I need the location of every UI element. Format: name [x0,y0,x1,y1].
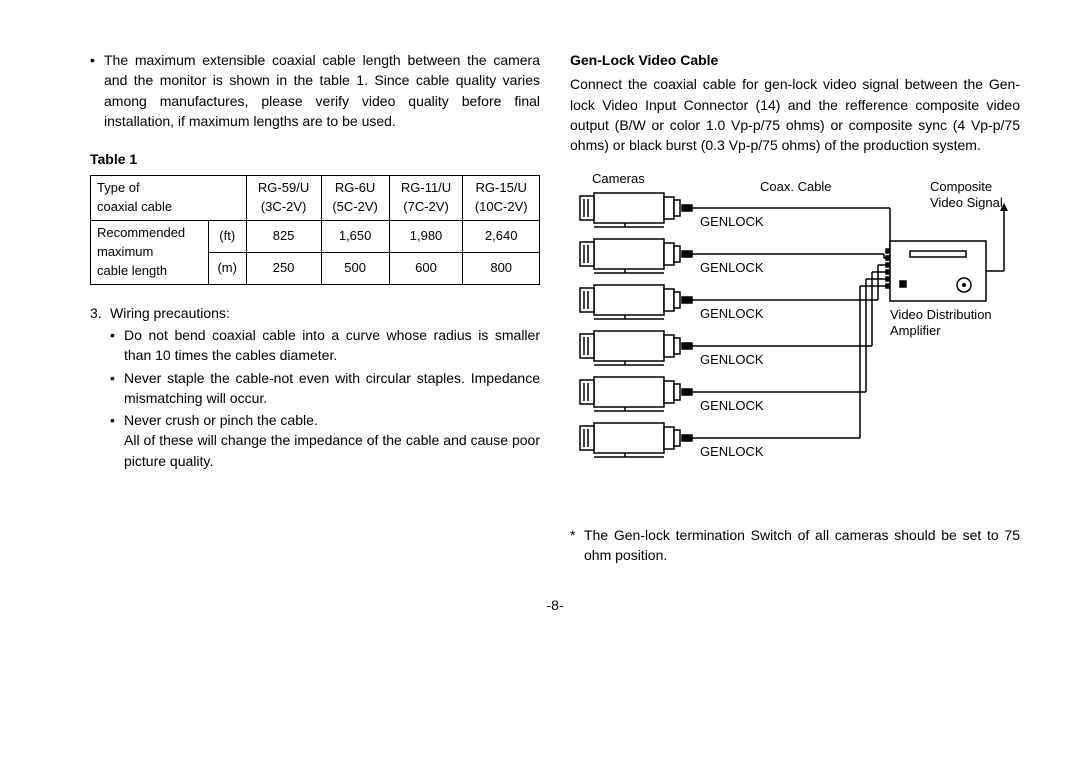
cable-table: Type of coaxial cableRG-59/U (3C-2V)RG-6… [90,175,540,284]
table-caption: Table 1 [90,149,540,169]
intro-text: The maximum extensible coaxial cable len… [104,50,540,131]
intro-bullet: • The maximum extensible coaxial cable l… [90,50,540,131]
table-cell: 600 [389,252,463,284]
table-cell: 500 [321,252,389,284]
svg-text:GENLOCK: GENLOCK [700,214,764,229]
svg-text:Video Signal: Video Signal [930,195,1003,210]
precaution-item: •Never crush or pinch the cable. All of … [110,410,540,471]
svg-text:GENLOCK: GENLOCK [700,398,764,413]
genlock-note: * The Gen-lock termination Switch of all… [570,525,1020,566]
table-unit: (m) [208,252,246,284]
table-cell: 250 [246,252,321,284]
precaution-text: Never staple the cable-not even with cir… [124,368,540,409]
table-cell: 825 [246,221,321,253]
svg-text:Video Distribution: Video Distribution [890,307,992,322]
table-cell: 1,980 [389,221,463,253]
precautions-list: •Do not bend coaxial cable into a curve … [110,325,540,471]
svg-text:Coax. Cable: Coax. Cable [760,179,832,194]
precaution-item: •Do not bend coaxial cable into a curve … [110,325,540,366]
svg-text:GENLOCK: GENLOCK [700,260,764,275]
table-row-label: Recommended maximum cable length [91,221,209,285]
bullet-dot: • [110,368,124,409]
note-bullet: * [570,525,584,566]
precaution-item: •Never staple the cable-not even with ci… [110,368,540,409]
svg-text:Amplifier: Amplifier [890,323,941,338]
note-text: The Gen-lock termination Switch of all c… [584,525,1020,566]
table-header: RG-6U (5C-2V) [321,176,389,221]
svg-text:GENLOCK: GENLOCK [700,352,764,367]
genlock-heading: Gen-Lock Video Cable [570,50,1020,70]
table-cell: 2,640 [463,221,540,253]
table-cell: 800 [463,252,540,284]
list-number: 3. [90,303,110,323]
table-header: Type of coaxial cable [91,176,247,221]
precaution-text: Never crush or pinch the cable. All of t… [124,410,540,471]
table-header: RG-59/U (3C-2V) [246,176,321,221]
table-unit: (ft) [208,221,246,253]
svg-text:Composite: Composite [930,179,992,194]
genlock-paragraph: Connect the coaxial cable for gen-lock v… [570,74,1020,155]
precaution-text: Do not bend coaxial cable into a curve w… [124,325,540,366]
genlock-diagram: Cameras Coax. Cable CompositeVideo Signal G… [570,169,1020,494]
bullet-dot: • [110,410,124,471]
svg-text:GENLOCK: GENLOCK [700,444,764,459]
bullet-dot: • [110,325,124,366]
bullet-dot: • [90,50,104,131]
table-cell: 1,650 [321,221,389,253]
list-title: Wiring precautions: [110,303,230,323]
precautions-heading: 3. Wiring precautions: [90,303,540,323]
table-header: RG-11/U (7C-2V) [389,176,463,221]
page-number: -8- [90,595,1020,615]
table-header: RG-15/U (10C-2V) [463,176,540,221]
svg-text:GENLOCK: GENLOCK [700,306,764,321]
svg-text:Cameras: Cameras [592,171,645,186]
